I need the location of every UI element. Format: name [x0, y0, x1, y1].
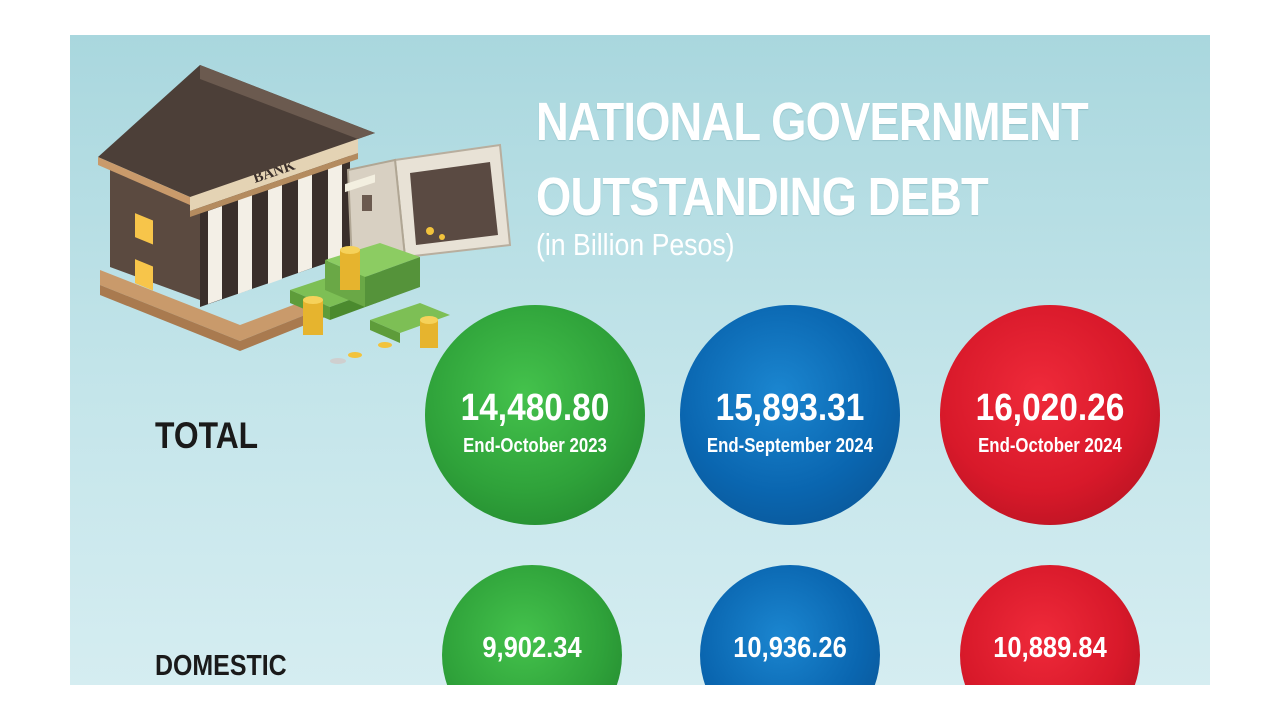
bank-columns: [208, 164, 342, 304]
vault-safe: [346, 143, 512, 267]
bank-steps: [100, 270, 325, 341]
domestic-value-oct-2024: 10,889.84: [993, 632, 1107, 664]
domestic-value-sep-2024: 10,936.26: [733, 632, 847, 664]
row-label-domestic: DOMESTIC: [155, 650, 287, 682]
domestic-bubble-oct-2023: 9,902.34: [442, 565, 622, 685]
bank-window-top: [135, 213, 153, 245]
bank-illustration: BANK: [98, 65, 512, 364]
coin-stacks: [303, 246, 438, 364]
infographic-panel: BANK: [70, 35, 1210, 685]
total-bubble-oct-2024: 16,020.26 End-October 2024: [940, 305, 1160, 525]
chart-title-line-1: NATIONAL GOVERNMENT: [536, 92, 1089, 152]
total-value-sep-2024: 15,893.31: [715, 387, 865, 429]
chart-subtitle: (in Billion Pesos): [536, 227, 735, 262]
total-period-oct-2024: End-October 2024: [978, 435, 1122, 457]
chart-title-line-2: OUTSTANDING DEBT: [536, 167, 989, 227]
domestic-value-oct-2023: 9,902.34: [482, 632, 582, 664]
row-label-total: TOTAL: [155, 415, 259, 456]
bank-window-bottom: [135, 259, 153, 291]
total-bubble-sep-2024: 15,893.31 End-September 2024: [680, 305, 900, 525]
total-period-oct-2023: End-October 2023: [463, 435, 607, 457]
domestic-bubble-oct-2024: 10,889.84: [960, 565, 1140, 685]
bank-roof: [98, 65, 375, 197]
domestic-bubble-sep-2024: 10,936.26: [700, 565, 880, 685]
total-bubble-oct-2023: 14,480.80 End-October 2023: [425, 305, 645, 525]
total-value-oct-2024: 16,020.26: [975, 387, 1125, 429]
total-value-oct-2023: 14,480.80: [460, 387, 610, 429]
total-period-sep-2024: End-September 2024: [706, 435, 874, 457]
